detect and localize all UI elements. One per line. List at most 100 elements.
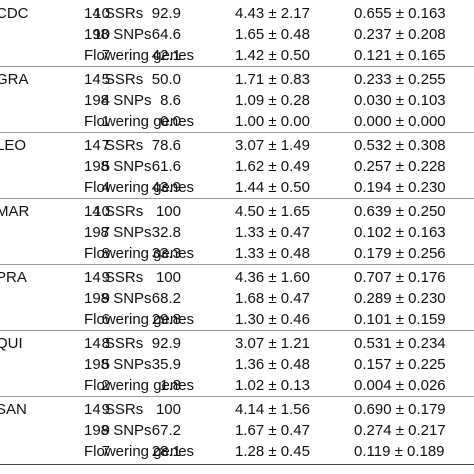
allele-number-cell: 1.42 ± 0.50: [235, 47, 310, 64]
group-divider: [0, 198, 474, 199]
percent-polymorphic-cell: 42.1: [151, 47, 181, 64]
marker-cell: 14 SSRs: [84, 269, 144, 286]
population-label: QUI: [0, 335, 23, 352]
marker-cell: 14 SSRs: [84, 71, 144, 88]
heterozygosity-cell: 0.101 ± 0.159: [354, 311, 446, 328]
marker-cell: 14 SSRs: [84, 335, 144, 352]
allele-number-cell: 1.09 ± 0.28: [235, 92, 310, 109]
table-row: Flowering genes 4 43.9 1.44 ± 0.50 0.194 ± 0…: [0, 177, 474, 198]
percent-polymorphic-cell: 50.0: [151, 71, 181, 88]
percent-polymorphic-cell: 43.9: [151, 179, 181, 196]
marker-cell: Flowering genes: [84, 113, 195, 130]
table-row: 198 SNPs 9 67.2 1.67 ± 0.47 0.274 ± 0.217: [0, 420, 474, 441]
table-row: 198 SNPs 4 8.6 1.09 ± 0.28 0.030 ± 0.103: [0, 90, 474, 111]
percent-polymorphic-cell: 92.9: [151, 5, 181, 22]
heterozygosity-cell: 0.121 ± 0.165: [354, 47, 446, 64]
marker-cell: 198 SNPs: [84, 356, 152, 373]
marker-cell: 198 SNPs: [84, 422, 152, 439]
allele-number-cell: 4.36 ± 1.60: [235, 269, 310, 286]
marker-cell: 14 SSRs: [84, 137, 144, 154]
percent-polymorphic-cell: 29.8: [151, 311, 181, 328]
heterozygosity-cell: 0.655 ± 0.163: [354, 5, 446, 22]
marker-cell: Flowering genes: [84, 47, 195, 64]
allele-number-cell: 1.68 ± 0.47: [235, 290, 310, 307]
heterozygosity-cell: 0.102 ± 0.163: [354, 224, 446, 241]
allele-number-cell: 1.00 ± 0.00: [235, 113, 310, 130]
marker-cell: 14 SSRs: [84, 401, 144, 418]
allele-number-cell: 1.67 ± 0.47: [235, 422, 310, 439]
group-divider: [0, 132, 474, 133]
table-bottom-rule: [0, 464, 474, 465]
population-group: CDC 14 SSRs 10 92.9 4.43 ± 2.17 0.655 ± 0.163…: [0, 0, 474, 67]
polymorphic-loci-cell: 4: [101, 92, 110, 109]
polymorphic-loci-cell: 9: [101, 269, 110, 286]
polymorphic-loci-cell: 7: [101, 47, 110, 64]
population-group: PRA 14 SSRs 9 100 4.36 ± 1.60 0.707 ± 0.176 19…: [0, 264, 474, 331]
heterozygosity-cell: 0.233 ± 0.255: [354, 71, 446, 88]
marker-cell: 198 SNPs: [84, 26, 152, 43]
table-row: Flowering genes 6 29.8 1.30 ± 0.46 0.101 ± 0…: [0, 309, 474, 330]
table-row: LEO 14 SSRs 7 78.6 3.07 ± 1.49 0.532 ± 0.308: [0, 135, 474, 156]
polymorphic-loci-cell: 5: [101, 71, 110, 88]
heterozygosity-cell: 0.274 ± 0.217: [354, 422, 446, 439]
percent-polymorphic-cell: 35.9: [151, 356, 181, 373]
heterozygosity-cell: 0.639 ± 0.250: [354, 203, 446, 220]
allele-number-cell: 1.28 ± 0.45: [235, 443, 310, 460]
polymorphic-loci-cell: 1: [101, 113, 110, 130]
polymorphic-loci-cell: 9: [101, 422, 110, 439]
percent-polymorphic-cell: 8.6: [160, 92, 181, 109]
percent-polymorphic-cell: 28.1: [151, 443, 181, 460]
table-row: Flowering genes 2 1.8 1.02 ± 0.13 0.004 ± 0.…: [0, 375, 474, 396]
polymorphic-loci-cell: 10: [93, 5, 110, 22]
table-row: SAN 14 SSRs 9 100 4.14 ± 1.56 0.690 ± 0.179: [0, 399, 474, 420]
table-row: MAR 14 SSRs 10 100 4.50 ± 1.65 0.639 ± 0.250: [0, 201, 474, 222]
heterozygosity-cell: 0.532 ± 0.308: [354, 137, 446, 154]
table-row: 198 SNPs 7 32.8 1.33 ± 0.47 0.102 ± 0.163: [0, 222, 474, 243]
group-divider: [0, 330, 474, 331]
group-divider: [0, 396, 474, 397]
marker-cell: 198 SNPs: [84, 290, 152, 307]
marker-cell: Flowering genes: [84, 377, 195, 394]
allele-number-cell: 1.02 ± 0.13: [235, 377, 310, 394]
polymorphic-loci-cell: 8: [101, 335, 110, 352]
marker-cell: 198 SNPs: [84, 158, 152, 175]
allele-number-cell: 4.14 ± 1.56: [235, 401, 310, 418]
population-label: MAR: [0, 203, 30, 220]
table-row: PRA 14 SSRs 9 100 4.36 ± 1.60 0.707 ± 0.176: [0, 267, 474, 288]
allele-number-cell: 4.50 ± 1.65: [235, 203, 310, 220]
allele-number-cell: 1.33 ± 0.47: [235, 224, 310, 241]
table-row: Flowering genes 7 28.1 1.28 ± 0.45 0.119 ± 0…: [0, 441, 474, 462]
percent-polymorphic-cell: 64.6: [151, 26, 181, 43]
population-label: PRA: [0, 269, 27, 286]
heterozygosity-cell: 0.289 ± 0.230: [354, 290, 446, 307]
polymorphic-loci-cell: 5: [101, 158, 110, 175]
group-divider: [0, 66, 474, 67]
heterozygosity-cell: 0.237 ± 0.208: [354, 26, 446, 43]
percent-polymorphic-cell: 100: [155, 269, 181, 286]
polymorphic-loci-cell: 9: [101, 290, 110, 307]
heterozygosity-cell: 0.004 ± 0.026: [354, 377, 446, 394]
population-group: SAN 14 SSRs 9 100 4.14 ± 1.56 0.690 ± 0.179 19…: [0, 396, 474, 462]
percent-polymorphic-cell: 68.2: [151, 290, 181, 307]
population-group: LEO 14 SSRs 7 78.6 3.07 ± 1.49 0.532 ± 0.308 1…: [0, 132, 474, 199]
heterozygosity-cell: 0.119 ± 0.189: [354, 443, 445, 460]
percent-polymorphic-cell: 32.8: [151, 224, 181, 241]
heterozygosity-cell: 0.000 ± 0.000: [354, 113, 446, 130]
heterozygosity-cell: 0.157 ± 0.225: [354, 356, 446, 373]
allele-number-cell: 1.65 ± 0.48: [235, 26, 310, 43]
percent-polymorphic-cell: 100: [155, 203, 181, 220]
table-row: Flowering genes 8 33.3 1.33 ± 0.48 0.179 ± 0…: [0, 243, 474, 264]
heterozygosity-cell: 0.707 ± 0.176: [354, 269, 446, 286]
allele-number-cell: 1.36 ± 0.48: [235, 356, 310, 373]
table-row: GRA 14 SSRs 5 50.0 1.71 ± 0.83 0.233 ± 0.255: [0, 69, 474, 90]
table-row: Flowering genes 7 42.1 1.42 ± 0.50 0.121 ± 0…: [0, 45, 474, 66]
polymorphic-loci-cell: 10: [93, 26, 110, 43]
percent-polymorphic-cell: 1.8: [160, 377, 181, 394]
heterozygosity-cell: 0.030 ± 0.103: [354, 92, 446, 109]
heterozygosity-cell: 0.194 ± 0.230: [354, 179, 446, 196]
population-label: CDC: [0, 5, 29, 22]
population-group: GRA 14 SSRs 5 50.0 1.71 ± 0.83 0.233 ± 0.255 1…: [0, 66, 474, 133]
percent-polymorphic-cell: 67.2: [151, 422, 181, 439]
allele-number-cell: 3.07 ± 1.49: [235, 137, 310, 154]
